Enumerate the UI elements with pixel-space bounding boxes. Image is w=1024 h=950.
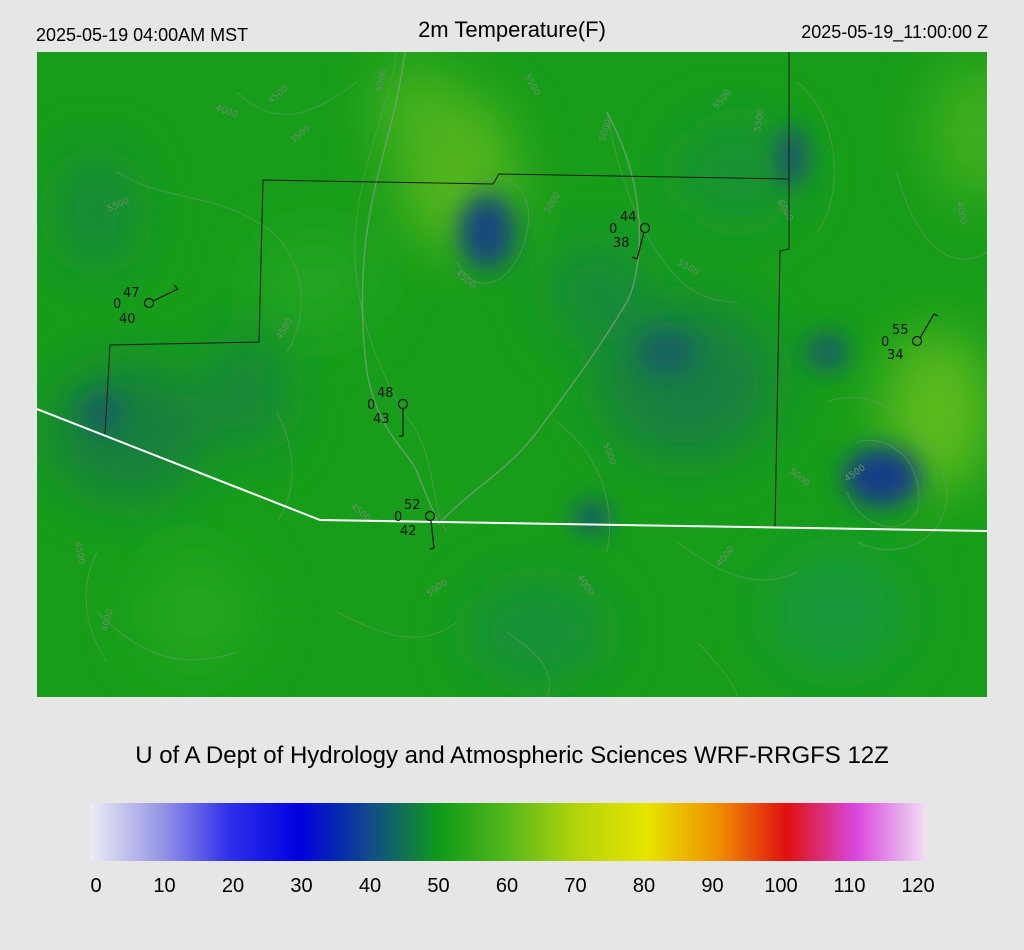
river-line <box>361 52 641 525</box>
colorbar-tick: 10 <box>153 875 176 897</box>
contour-label: 4000 <box>954 201 968 226</box>
colorbar-tick: 0 <box>90 875 102 897</box>
temperature-map: 5500 4000 3500 4500 5000 5500 4500 5000 … <box>37 52 987 697</box>
contour-label: 5000 <box>375 68 389 93</box>
temperature-field <box>47 62 987 682</box>
station-marker <box>143 297 155 309</box>
map-title: 2m Temperature(F) <box>418 17 606 42</box>
station-dewpoint: 43 <box>373 412 390 427</box>
colorbar-tick: 60 <box>495 875 519 897</box>
colorbar-tick: 50 <box>427 875 450 897</box>
station-marker <box>397 398 409 410</box>
station-temp: 48 <box>377 386 394 401</box>
contour-lines <box>85 52 987 697</box>
utc-time-label: 2025-05-19_11:00:00 Z <box>801 22 988 42</box>
station-cloud: 0 <box>113 297 121 312</box>
colorbar-tick: 90 <box>701 875 724 897</box>
county-boundaries <box>104 52 790 529</box>
state-boundary <box>37 408 987 532</box>
station-dewpoint: 42 <box>400 524 417 539</box>
station-plots <box>143 222 939 550</box>
colorbar-tick: 70 <box>564 875 587 897</box>
station-temp: 55 <box>892 323 909 338</box>
station-marker <box>424 510 436 522</box>
station-marker <box>911 335 923 347</box>
temperature-colorbar <box>90 803 926 861</box>
local-time-label: 2025-05-19 04:00AM MST <box>36 25 249 45</box>
colorbar-tick: 40 <box>358 875 382 897</box>
station-cloud: 0 <box>394 510 402 525</box>
colorbar-tick: 30 <box>290 875 313 897</box>
station-labels: 47 0 40 44 0 38 55 0 34 48 0 43 52 0 42 <box>113 210 909 539</box>
colorbar-ticks: 0 10 20 30 40 50 60 70 80 90 100 110 120 <box>0 875 1024 901</box>
station-temp: 47 <box>123 286 140 301</box>
station-cloud: 0 <box>881 335 889 350</box>
station-marker <box>639 222 651 234</box>
station-temp: 52 <box>404 498 421 513</box>
colorbar-tick: 80 <box>632 875 656 897</box>
station-dewpoint: 40 <box>119 312 136 327</box>
station-temp: 44 <box>620 210 637 225</box>
attribution-label: U of A Dept of Hydrology and Atmospheric… <box>135 742 889 769</box>
contour-label: 4500 <box>72 541 86 566</box>
colorbar-tick: 20 <box>221 875 245 897</box>
contour-label: 5500 <box>753 108 767 133</box>
colorbar-tick: 100 <box>764 875 798 897</box>
station-cloud: 0 <box>609 222 617 237</box>
cold-pockets <box>82 127 920 533</box>
station-dewpoint: 38 <box>613 236 630 251</box>
station-cloud: 0 <box>367 398 375 413</box>
station-dewpoint: 34 <box>887 348 904 363</box>
colorbar-tick: 110 <box>833 875 866 897</box>
colorbar-tick: 120 <box>901 875 935 897</box>
